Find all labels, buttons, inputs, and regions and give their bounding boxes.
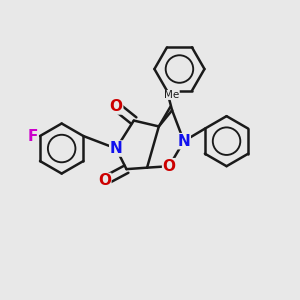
- Text: Me: Me: [164, 90, 180, 100]
- Text: O: O: [110, 99, 123, 114]
- Text: N: N: [110, 141, 122, 156]
- Text: F: F: [27, 128, 38, 143]
- Text: O: O: [98, 173, 111, 188]
- Text: N: N: [178, 134, 190, 149]
- Text: O: O: [163, 159, 176, 174]
